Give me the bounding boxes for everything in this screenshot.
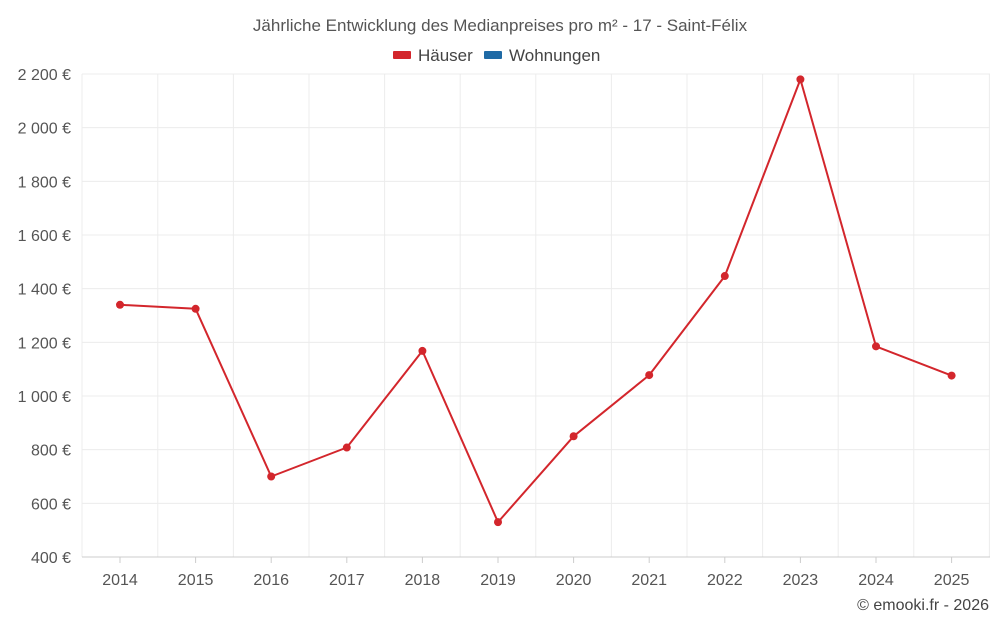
- data-point[interactable]: [267, 472, 276, 481]
- y-tick-label: 2 000 €: [18, 121, 71, 138]
- y-tick-label: 2 200 €: [18, 67, 71, 84]
- data-point[interactable]: [191, 304, 200, 313]
- series-line: [119, 78, 952, 524]
- legend-item-wohnungen[interactable]: Wohnungen: [484, 46, 600, 65]
- data-point[interactable]: [342, 443, 351, 452]
- data-point[interactable]: [796, 75, 805, 84]
- x-tick-label: 2017: [329, 572, 365, 589]
- x-tick-label: 2015: [178, 572, 214, 589]
- x-tick-label: 2024: [858, 572, 894, 589]
- x-tick-label: 2014: [102, 572, 138, 589]
- data-point[interactable]: [872, 342, 880, 351]
- y-tick-label: 1 400 €: [18, 282, 71, 299]
- legend-label-wohnungen: Wohnungen: [509, 46, 600, 65]
- data-point[interactable]: [645, 371, 654, 380]
- y-tick-label: 1 200 €: [18, 335, 71, 352]
- x-tick-label: 2016: [253, 572, 289, 589]
- x-tick-label: 2019: [480, 572, 516, 589]
- x-tick-label: 2023: [783, 572, 819, 589]
- legend-item-haeuser[interactable]: Häuser: [393, 46, 473, 65]
- legend-swatch-haeuser: [393, 51, 411, 59]
- y-tick-label: 600 €: [31, 496, 71, 513]
- data-point[interactable]: [494, 518, 502, 527]
- x-tick-label: 2020: [556, 572, 592, 589]
- x-tick-label: 2025: [934, 572, 970, 589]
- legend-label-haeuser: Häuser: [418, 46, 473, 65]
- legend-swatch-wohnungen: [484, 51, 502, 59]
- series: [116, 75, 956, 527]
- y-tick-label: 1 800 €: [18, 174, 71, 191]
- y-tick-label: 1 000 €: [18, 389, 71, 406]
- legend: Häuser Wohnungen: [393, 46, 600, 65]
- chart-title: Jährliche Entwicklung des Medianpreises …: [253, 16, 748, 35]
- y-tick-label: 800 €: [31, 443, 71, 460]
- y-tick-label: 400 €: [31, 550, 71, 567]
- x-tick-label: 2021: [631, 572, 667, 589]
- axes: [82, 556, 990, 563]
- data-point[interactable]: [947, 371, 956, 380]
- data-point[interactable]: [418, 346, 427, 355]
- y-axis-tick-labels: 400 € 600 € 800 € 1 000 € 1 200 € 1 400 € 1 60…: [18, 67, 71, 567]
- x-tick-label: 2018: [405, 572, 441, 589]
- credit-text: © emooki.fr - 2026: [857, 597, 989, 614]
- data-point[interactable]: [720, 272, 729, 281]
- data-point[interactable]: [116, 300, 124, 309]
- grid: [81, 73, 990, 557]
- data-point[interactable]: [569, 432, 578, 441]
- x-axis-tick-labels: 2014 2015 2016 2017 2018 2019 2020 2021 2022 2023…: [102, 572, 969, 589]
- x-tick-label: 2022: [707, 572, 743, 589]
- y-tick-label: 1 600 €: [18, 228, 71, 245]
